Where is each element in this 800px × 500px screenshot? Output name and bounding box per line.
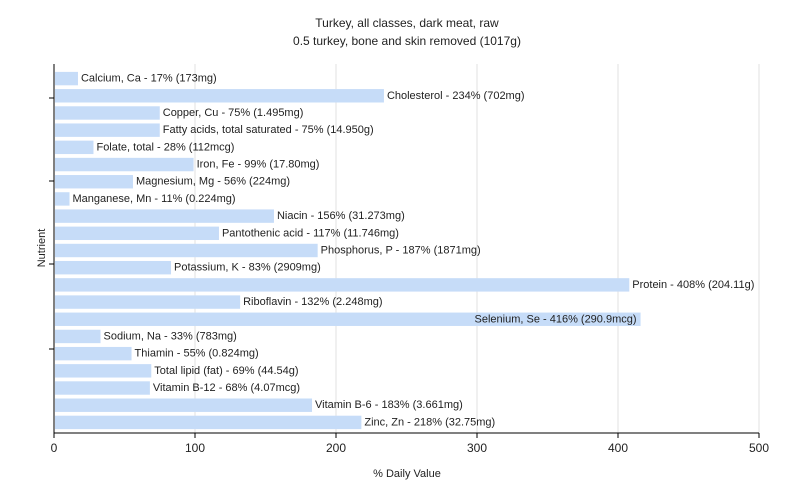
x-axis-label: % Daily Value: [373, 468, 441, 480]
bar: [55, 209, 274, 223]
bar: [55, 329, 101, 344]
bar: [55, 140, 94, 155]
bar: [55, 346, 132, 361]
bar-label: Pantothenic acid - 117% (11.746mg): [222, 227, 399, 239]
bar: [55, 192, 70, 206]
gridlines: [194, 64, 760, 433]
chart-title: Turkey, all classes, dark meat, raw: [315, 16, 499, 30]
bar: [55, 295, 241, 309]
bar: [55, 226, 219, 241]
bar-label: Potassium, K - 83% (2909mg): [174, 262, 321, 274]
bar-label: Vitamin B-12 - 68% (4.07mcg): [153, 382, 300, 394]
bar-label: Copper, Cu - 75% (1.495mg): [163, 107, 304, 119]
bar: [55, 312, 641, 326]
bar-label: Thiamin - 55% (0.824mg): [135, 348, 259, 360]
bar: [55, 381, 150, 395]
bar: [55, 278, 630, 292]
axes-group: [49, 64, 759, 434]
bar: [55, 106, 160, 120]
bar-label: Folate, total - 28% (112mcg): [96, 141, 234, 153]
x-tick-label: 0: [51, 441, 58, 455]
bar-label: Cholesterol - 234% (702mg): [387, 90, 525, 102]
bar-label: Fatty acids, total saturated - 75% (14.9…: [163, 124, 374, 136]
bar: [55, 243, 318, 258]
bar-label: Zinc, Zn - 218% (32.75mg): [364, 416, 495, 428]
x-ticks-group: 0 100 200 300 400 500: [51, 433, 769, 455]
bar-label: Iron, Fe - 99% (17.80mg): [197, 159, 320, 171]
bar-label: Manganese, Mn - 11% (0.224mg): [73, 193, 236, 205]
bar: [55, 398, 313, 412]
bar-label: Protein - 408% (204.11g): [632, 279, 754, 291]
x-tick-label: 400: [608, 441, 628, 455]
bar-label: Phosphorus, P - 187% (1871mg): [321, 245, 481, 257]
bar-label: Selenium, Se - 416% (290.9mcg): [475, 313, 637, 325]
bar: [55, 260, 172, 275]
x-tick-label: 100: [185, 441, 205, 455]
x-tick-label: 200: [326, 441, 346, 455]
bar-label: Riboflavin - 132% (2.248mg): [243, 296, 382, 308]
bar: [55, 71, 78, 86]
x-tick-label: 500: [749, 441, 769, 455]
bar-label: Sodium, Na - 33% (783mg): [104, 330, 237, 342]
bar: [55, 175, 133, 189]
bar: [55, 415, 362, 430]
bar-label: Calcium, Ca - 17% (173mg): [81, 73, 217, 85]
bar: [55, 89, 384, 103]
y-axis-label: Nutrient: [36, 229, 48, 268]
x-tick-label: 300: [467, 441, 487, 455]
bar-label: Niacin - 156% (31.273mg): [277, 210, 405, 222]
chart-subtitle: 0.5 turkey, bone and skin removed (1017g…: [293, 34, 521, 48]
bar: [55, 364, 152, 378]
bar-label: Vitamin B-6 - 183% (3.661mg): [315, 399, 463, 411]
bar-label: Magnesium, Mg - 56% (224mg): [136, 176, 290, 188]
bars-group: Calcium, Ca - 17% (173mg) Cholesterol - 2…: [55, 71, 754, 430]
bar: [55, 123, 160, 137]
bar-label: Total lipid (fat) - 69% (44.54g): [154, 365, 298, 377]
bar: [55, 157, 194, 172]
